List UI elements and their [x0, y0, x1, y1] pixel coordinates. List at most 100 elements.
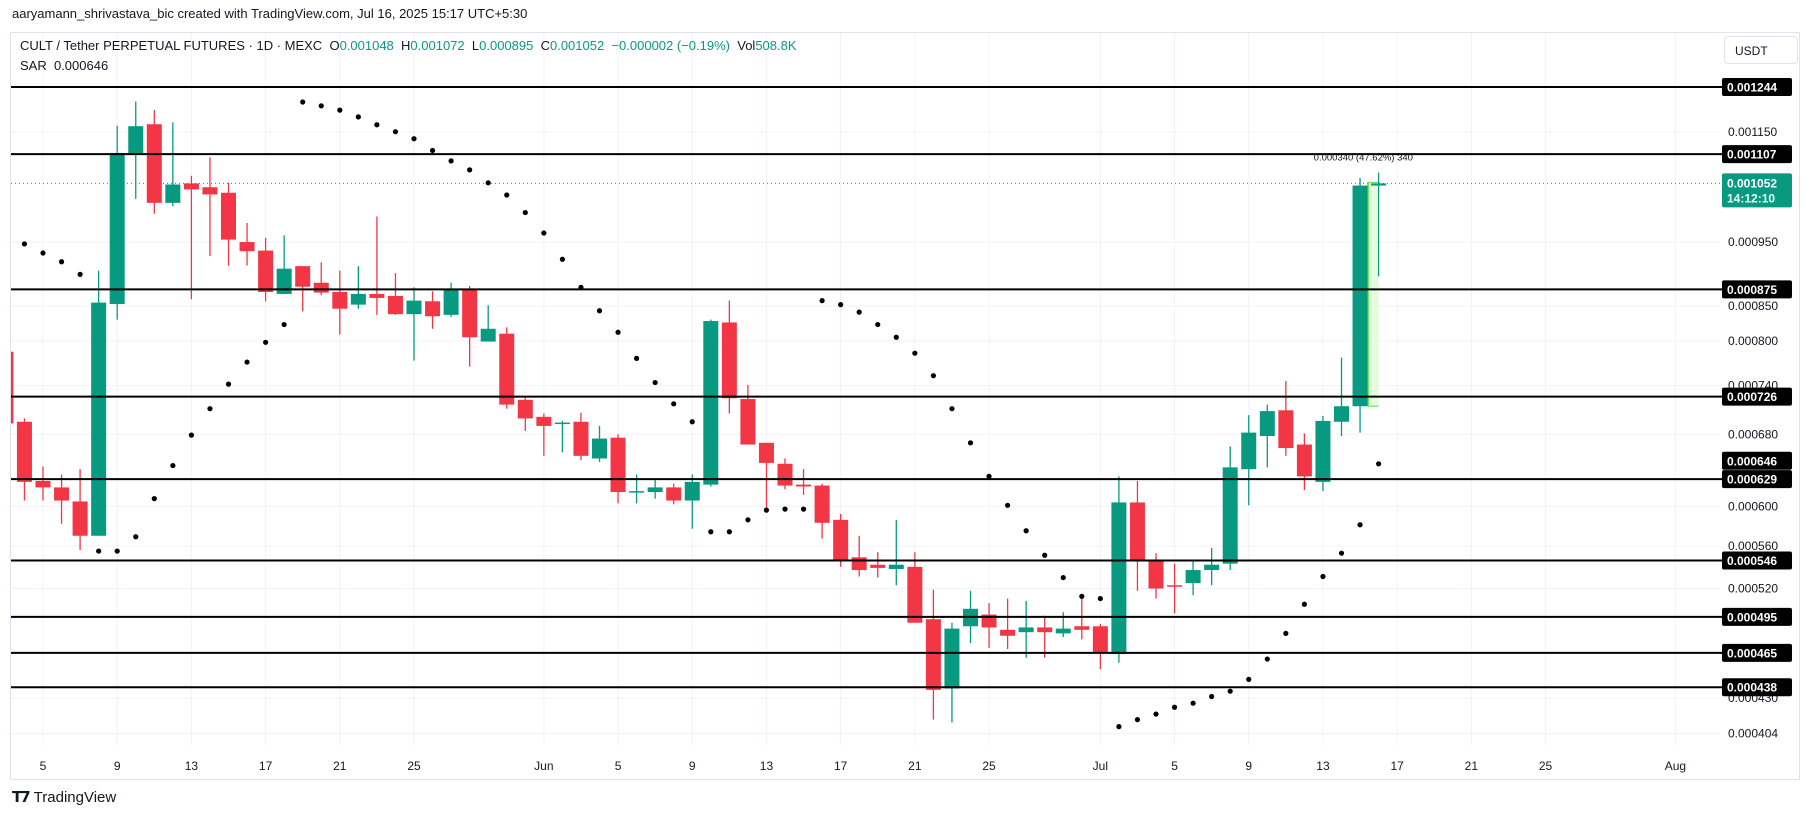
candle-body	[128, 126, 144, 154]
candle-2025-05-10	[128, 101, 144, 199]
time-axis[interactable]: 5 9 13 17 21 25 Jun 5 9 13 17 21 25 Jul 5 9 13 17 21 25 Aug	[40, 759, 1686, 773]
sar-dot	[1264, 656, 1270, 662]
sar-dot	[1376, 461, 1382, 467]
candle-2025-05-29	[480, 305, 496, 342]
candle-body	[1037, 627, 1053, 633]
candle-2025-07-16	[1371, 172, 1387, 277]
candle-body	[1278, 410, 1294, 448]
candle-2025-06-19	[870, 552, 886, 578]
candle-body	[1055, 628, 1071, 634]
tradingview-logo-text: TradingView	[33, 788, 117, 806]
sar-dot	[1283, 630, 1289, 636]
candle-2025-05-25	[406, 287, 422, 361]
sar-dot	[374, 122, 380, 128]
candle-2025-06-09	[684, 474, 700, 529]
candle-body	[146, 124, 162, 203]
time-tick-label: 13	[1316, 759, 1330, 773]
sar-dot	[244, 359, 250, 365]
candle-body	[1222, 467, 1238, 564]
candle-body	[91, 302, 107, 536]
sar-dot	[541, 230, 547, 236]
sar-dot	[77, 271, 83, 278]
candle-body	[1371, 183, 1387, 186]
symbol-legend: CULT / Tether PERPETUAL FUTURES · 1D · M…	[20, 38, 797, 53]
candle-2025-05-13	[183, 175, 199, 300]
high-label: H	[401, 38, 411, 53]
chart-credit: aaryamann_shrivastava_bic created with T…	[12, 6, 528, 21]
candle-2025-07-12	[1296, 433, 1312, 491]
symbol-title[interactable]: CULT / Tether PERPETUAL FUTURES · 1D · M…	[20, 38, 323, 53]
level-price-label: 0.000629	[1727, 473, 1777, 487]
level-price-label: 0.000875	[1727, 283, 1777, 297]
sar-dot	[875, 321, 881, 328]
time-tick-label: Jun	[534, 759, 553, 773]
candle-body	[740, 399, 756, 445]
price-axis[interactable]: 0.0011500.0009500.0008500.0008000.000740…	[1722, 78, 1792, 741]
low-label: L	[471, 38, 480, 53]
sar-dot	[893, 334, 899, 340]
candle-body	[1000, 629, 1016, 636]
candle-2025-06-18	[851, 535, 867, 577]
level-price-label: 0.000546	[1727, 554, 1777, 568]
sar-dot	[263, 339, 269, 345]
candle-body	[11, 351, 14, 424]
sar-dot	[225, 381, 232, 387]
candle-2025-05-27	[443, 282, 459, 317]
sar-dot	[504, 192, 510, 198]
candle-body	[721, 322, 737, 399]
candle-2025-06-21	[907, 552, 923, 623]
sar-dot	[967, 440, 974, 446]
candle-body	[109, 153, 125, 304]
volume-value: 508.8K	[755, 38, 797, 53]
level-price-label: 0.000495	[1727, 610, 1777, 624]
candle-2025-06-03	[573, 412, 589, 461]
candle-2025-05-17	[258, 237, 274, 302]
sar-dot	[318, 103, 324, 109]
sar-dot	[170, 462, 176, 469]
candle-2025-06-17	[833, 513, 849, 567]
candle-body	[1148, 560, 1164, 589]
level-price-label-bg	[1722, 643, 1792, 662]
candle-body	[925, 619, 941, 690]
candle-2025-06-02	[554, 420, 570, 453]
sar-dot	[1320, 573, 1326, 580]
sar-dot	[114, 548, 120, 554]
time-tick-label: 5	[1171, 759, 1178, 773]
open-value: 0.001048	[339, 38, 394, 53]
candle-body	[480, 328, 496, 342]
sar-dot	[1338, 550, 1345, 556]
candle-2025-06-12	[740, 384, 756, 445]
candle-body	[888, 564, 904, 569]
candle-2025-06-04	[592, 425, 607, 463]
candle-body	[35, 480, 51, 488]
sar-dot	[429, 147, 436, 154]
sar-dot	[689, 419, 695, 425]
candle-body	[239, 242, 255, 252]
candle-body	[833, 519, 849, 561]
level-price-label-bg	[1722, 387, 1792, 406]
candle-body	[165, 184, 181, 203]
sar-dot	[411, 136, 417, 142]
candle-2025-07-10	[1259, 404, 1275, 468]
level-price-label: 0.000726	[1727, 390, 1777, 404]
sar-dot	[782, 506, 788, 512]
price-tick-label: 0.000950	[1728, 235, 1778, 249]
candle-body	[1296, 444, 1312, 477]
candle-2025-06-14	[777, 458, 793, 490]
sar-dot	[986, 473, 992, 479]
candle-2025-07-06	[1185, 559, 1201, 596]
sar-dot	[1209, 693, 1215, 700]
sar-legend[interactable]: SAR 0.000646	[20, 58, 108, 73]
candle-2025-05-24	[387, 273, 403, 315]
candle-2025-06-11	[721, 300, 737, 414]
sar-dot	[1153, 711, 1159, 717]
candle-body	[1315, 420, 1331, 482]
candle-2025-05-20	[313, 262, 329, 296]
sar-dot	[1005, 502, 1011, 508]
currency-button[interactable]: USDT	[1724, 36, 1798, 64]
time-tick-label: 5	[615, 759, 622, 773]
candle-2025-05-23	[369, 216, 385, 315]
candle-body	[332, 291, 348, 309]
tradingview-logo[interactable]: T7 TradingView	[12, 788, 116, 806]
